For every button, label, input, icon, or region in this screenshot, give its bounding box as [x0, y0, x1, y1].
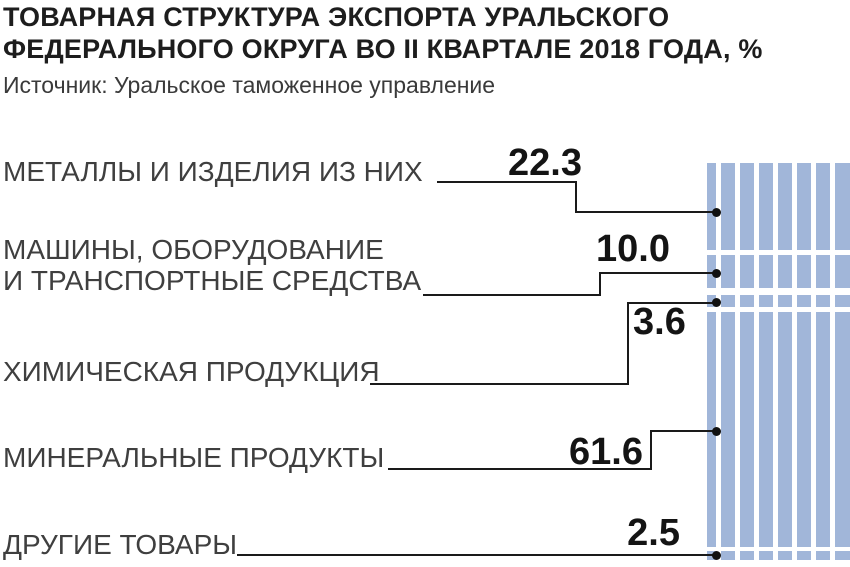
leader-line-metals: [575, 211, 716, 213]
chart-title-line2: ФЕДЕРАЛЬНОГО ОКРУГА ВО II КВАРТАЛЕ 2018 …: [3, 34, 763, 64]
value-other: 2.5: [627, 512, 680, 554]
leader-dot-chemicals: [712, 298, 721, 307]
leader-dot-metals: [712, 208, 721, 217]
leader-line-chemicals: [627, 302, 629, 385]
category-label-machinery-line1: МАШИНЫ, ОБОРУДОВАНИЕ: [3, 234, 384, 265]
value-metals: 22.3: [508, 142, 582, 184]
leader-line-minerals: [388, 468, 652, 470]
leader-line-chemicals: [627, 302, 716, 304]
category-label-other: ДРУГИЕ ТОВАРЫ: [3, 529, 238, 560]
leader-dot-machinery: [712, 269, 721, 278]
bar-segment-minerals: [707, 312, 850, 547]
leader-line-other: [237, 554, 716, 556]
bar-segment-metals: [707, 163, 850, 250]
category-label-machinery: МАШИНЫ, ОБОРУДОВАНИЕ И ТРАНСПОРТНЫЕ СРЕДС…: [3, 234, 421, 296]
leader-dot-minerals: [712, 427, 721, 436]
leader-line-machinery: [423, 294, 601, 296]
category-label-machinery-line2: И ТРАНСПОРТНЫЕ СРЕДСТВА: [3, 265, 422, 296]
chart-title-line1: ТОВАРНАЯ СТРУКТУРА ЭКСПОРТА УРАЛЬСКОГО: [3, 2, 670, 32]
leader-dot-other: [712, 551, 721, 560]
bar-segment-chemicals: [707, 295, 850, 307]
leader-line-minerals: [650, 430, 716, 432]
category-label-metals: МЕТАЛЛЫ И ИЗДЕЛИЯ ИЗ НИХ: [3, 156, 423, 187]
leader-line-minerals: [650, 430, 652, 470]
chart-title: ТОВАРНАЯ СТРУКТУРА ЭКСПОРТА УРАЛЬСКОГО ФЕ…: [3, 1, 763, 65]
leader-line-machinery: [599, 272, 601, 296]
source-note: Источник: Уральское таможенное управлени…: [3, 72, 496, 98]
value-chemicals: 3.6: [633, 301, 686, 343]
category-label-chemicals: ХИМИЧЕСКАЯ ПРОДУКЦИЯ: [3, 356, 380, 387]
value-machinery: 10.0: [596, 228, 670, 270]
value-minerals: 61.6: [569, 431, 643, 473]
leader-line-machinery: [599, 272, 716, 274]
category-label-minerals: МИНЕРАЛЬНЫЕ ПРОДУКТЫ: [3, 442, 385, 473]
bar-segment-other: [707, 551, 850, 560]
leader-line-chemicals: [370, 383, 629, 385]
bar-segment-machinery: [707, 255, 850, 288]
leader-line-metals: [575, 181, 577, 213]
leader-line-metals: [437, 181, 577, 183]
